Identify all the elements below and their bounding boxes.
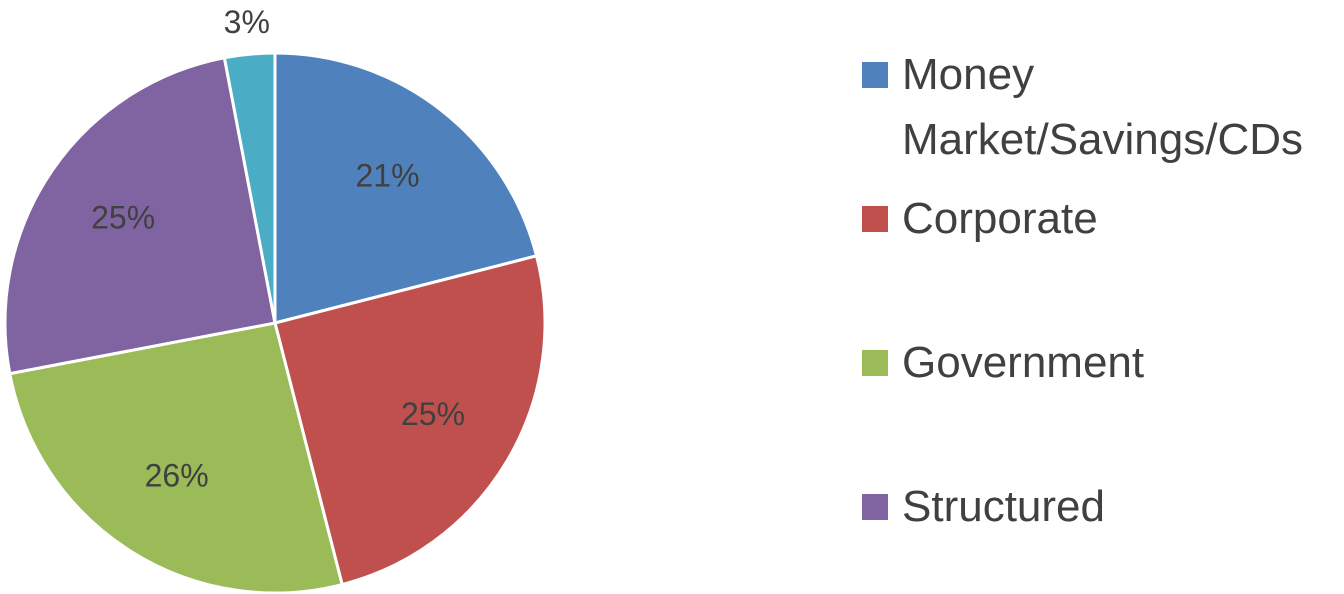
chart: 21% 25% 26% 25% 3% [3, 4, 547, 594]
legend-label: Money Market/Savings/CDs [902, 50, 1304, 164]
data-label: 3% [224, 4, 270, 40]
data-label: 25% [401, 396, 465, 432]
legend-swatch [862, 350, 888, 376]
legend-item: Money Market/Savings/CDs [862, 42, 1342, 172]
legend-item: Government [862, 330, 1342, 395]
legend-item: Corporate [862, 186, 1342, 251]
legend-label: Corporate [902, 194, 1098, 243]
legend-swatch [862, 206, 888, 232]
pie-slice [3, 56, 277, 376]
data-label: 21% [356, 157, 420, 193]
legend-swatch [862, 494, 888, 520]
pie-slice [273, 51, 539, 325]
data-label: 26% [145, 457, 209, 493]
data-label: 25% [91, 199, 155, 235]
legend-label: Structured [902, 482, 1105, 531]
pie-slice [273, 254, 547, 587]
legend-item: Structured [862, 474, 1342, 539]
legend-label: Government [902, 338, 1145, 387]
pie-slice [222, 51, 277, 324]
pie-slice [8, 321, 344, 594]
legend-swatch [862, 62, 888, 88]
